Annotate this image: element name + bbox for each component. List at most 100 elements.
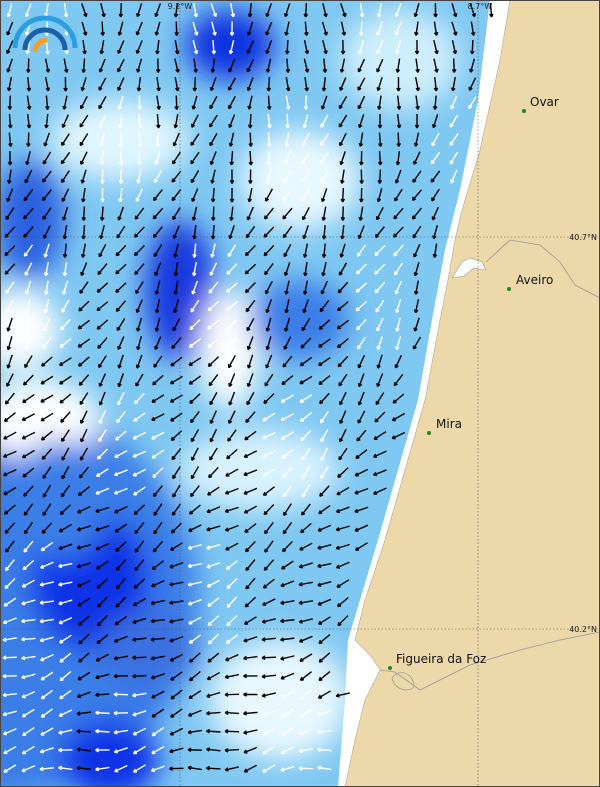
land (344, 0, 600, 787)
wind-arrow (99, 132, 106, 147)
wind-arrow (137, 95, 142, 110)
wind-arrow (62, 243, 68, 258)
wind-arrow (374, 411, 386, 423)
wind-arrow (23, 485, 34, 497)
wind-arrow (81, 224, 86, 240)
wind-arrow (40, 727, 54, 736)
wind-arrow (224, 692, 240, 697)
wind-arrow (172, 484, 181, 498)
wind-arrow (60, 411, 71, 423)
wind-arrow (284, 132, 290, 147)
wind-arrow (280, 618, 295, 624)
wind-arrow (80, 95, 88, 110)
wind-arrow (193, 58, 198, 73)
wind-arrow (320, 428, 329, 443)
wind-arrow (319, 392, 330, 405)
wind-arrow (266, 76, 272, 92)
wind-arrow (377, 169, 383, 184)
wind-arrow (300, 337, 312, 349)
wind-arrow (244, 282, 256, 294)
wind-arrow (243, 469, 258, 477)
wind-arrow (207, 338, 220, 348)
wind-arrow (433, 76, 439, 92)
wind-arrow (187, 562, 202, 569)
wind-arrow (6, 40, 14, 54)
wind-arrow (224, 766, 239, 772)
wind-arrow (7, 95, 13, 110)
wind-arrow (261, 692, 276, 698)
wind-arrow (151, 560, 164, 570)
wind-arrow (135, 354, 143, 369)
wind-arrow (150, 599, 165, 606)
wind-arrow (81, 21, 88, 36)
wind-arrow (63, 76, 68, 92)
wind-arrow (78, 652, 90, 663)
wind-arrow (209, 392, 218, 406)
wind-arrow (280, 637, 295, 642)
wind-arrow (209, 428, 218, 443)
wind-arrow (356, 318, 367, 331)
wind-zone (0, 160, 65, 280)
wind-arrow (339, 428, 347, 443)
wind-arrow (114, 450, 128, 459)
wind-arrow (190, 429, 200, 443)
coastal-strip (338, 0, 510, 787)
wind-arrow (188, 375, 202, 385)
wind-arrow (151, 745, 165, 755)
wind-arrow (413, 262, 420, 277)
wind-arrow (207, 319, 220, 330)
wind-arrow (226, 578, 238, 590)
wind-arrow (317, 765, 332, 771)
wind-arrow (298, 766, 314, 771)
wind-arrow (40, 412, 54, 422)
wind-arrow (229, 2, 236, 18)
wind-arrow (43, 225, 51, 239)
wind-arrow (41, 522, 53, 534)
wind-arrow (301, 188, 311, 202)
wind-arrow (450, 95, 458, 110)
wind-arrow (113, 729, 129, 735)
wind-arrow (262, 578, 275, 589)
wind-arrow (229, 21, 235, 36)
wind-arrow (151, 708, 165, 718)
wind-arrow (299, 671, 312, 681)
wind-arrow (170, 708, 183, 718)
wind-arrow (284, 21, 290, 36)
wind-arrow (354, 542, 368, 551)
wind-arrow (154, 151, 161, 166)
wind-arrow (98, 355, 107, 369)
wind-arrow (431, 188, 440, 202)
wind-arrow (6, 21, 14, 36)
wind-arrow (190, 466, 200, 480)
wind-arrow (153, 244, 163, 258)
wind-arrow (340, 21, 347, 36)
wind-arrow (468, 96, 477, 110)
wind-arrow (244, 540, 256, 553)
wind-arrow (413, 151, 421, 165)
wind-arrow (81, 58, 86, 73)
wind-arrow (318, 652, 331, 663)
wind-arrow (152, 189, 163, 202)
wind-arrow (224, 506, 239, 513)
wind-arrow (42, 484, 52, 498)
wind-arrow (317, 690, 331, 699)
wind-arrow (58, 562, 73, 569)
wind-arrow (153, 355, 163, 368)
wind-arrow (283, 3, 291, 18)
wind-arrow (396, 132, 401, 147)
latitude-label: 40.2°N (569, 625, 597, 634)
wind-arrow (226, 448, 238, 460)
wind-arrow (193, 2, 199, 18)
wind-arrow (319, 299, 330, 313)
wind-arrow (39, 600, 55, 605)
wind-arrow (356, 244, 367, 257)
wind-arrow (76, 765, 92, 771)
wind-arrow (280, 672, 295, 680)
wind-arrow (378, 132, 383, 147)
wind-arrow (192, 76, 198, 92)
wind-arrow (76, 711, 92, 716)
wind-arrow (132, 655, 147, 660)
wind-arrow (338, 96, 348, 110)
wind-arrow (173, 113, 179, 129)
wind-arrow (174, 39, 180, 55)
